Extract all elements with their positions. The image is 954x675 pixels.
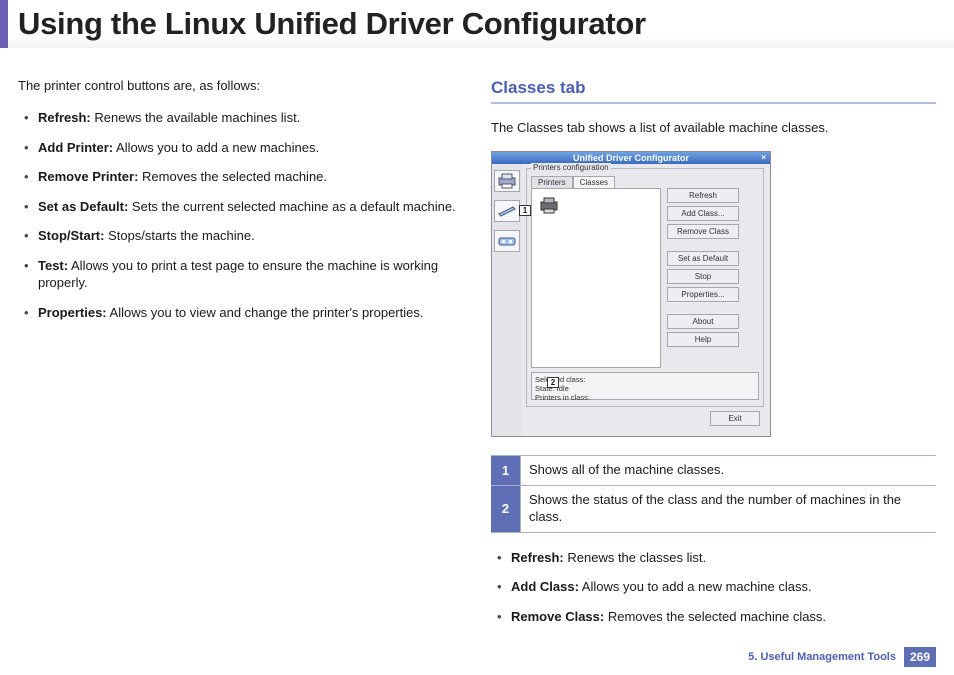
term: Refresh: [38,110,91,125]
status-line: Printers in class: [535,393,755,402]
printers-config-group: Printers configuration Printers Classes [526,168,764,407]
about-button[interactable]: About [667,314,739,329]
sidebar-icons [492,164,522,436]
list-item: Add Class: Allows you to add a new machi… [491,578,936,596]
desc: Sets the current selected machine as a d… [128,199,455,214]
left-intro: The printer control buttons are, as foll… [18,78,463,93]
list-item: Remove Printer: Removes the selected mac… [18,168,463,186]
properties-button[interactable]: Properties... [667,287,739,302]
classes-intro: The Classes tab shows a list of availabl… [491,120,936,135]
group-legend: Printers configuration [531,163,611,172]
main-pane: Printers configuration Printers Classes [522,164,770,436]
list-item: Test: Allows you to print a test page to… [18,257,463,292]
class-item-icon [538,195,560,217]
term: Set as Default: [38,199,128,214]
pane-row: Refresh Add Class... Remove Class Set as… [531,188,759,368]
desc: Removes the selected machine. [138,169,327,184]
printer-icon[interactable] [494,170,520,192]
tab-printers[interactable]: Printers [531,176,573,188]
desc: Allows you to view and change the printe… [107,305,424,320]
app-window: Unified Driver Configurator × [491,151,771,437]
list-item: Stop/Start: Stops/starts the machine. [18,227,463,245]
list-item: Refresh: Renews the available machines l… [18,109,463,127]
tabs-row: Printers Classes [531,176,759,188]
callout-table: 1 Shows all of the machine classes. 2 Sh… [491,455,936,533]
ports-icon[interactable] [494,230,520,252]
list-item: Remove Class: Removes the selected machi… [491,608,936,626]
page-title: Using the Linux Unified Driver Configura… [18,6,954,42]
table-row: 2 Shows the status of the class and the … [491,486,936,532]
table-num: 1 [491,456,521,485]
desc: Allows you to add a new machine class. [579,579,812,594]
term: Properties: [38,305,107,320]
desc: Renews the classes list. [564,550,706,565]
content-columns: The printer control buttons are, as foll… [0,48,954,637]
exit-row: Exit [526,407,764,430]
desc: Allows you to print a test page to ensur… [38,258,438,291]
refresh-button[interactable]: Refresh [667,188,739,203]
set-default-button[interactable]: Set as Default [667,251,739,266]
term: Add Class: [511,579,579,594]
help-button[interactable]: Help [667,332,739,347]
right-column: Classes tab The Classes tab shows a list… [491,78,936,637]
remove-class-button[interactable]: Remove Class [667,224,739,239]
term: Add Printer: [38,140,113,155]
page-number: 269 [904,647,936,667]
exit-button[interactable]: Exit [710,411,760,426]
page-header: Using the Linux Unified Driver Configura… [0,0,954,48]
button-column: Refresh Add Class... Remove Class Set as… [667,188,759,368]
left-column: The printer control buttons are, as foll… [18,78,463,637]
term: Refresh: [511,550,564,565]
callout-2: 2 [547,377,559,388]
stop-button[interactable]: Stop [667,269,739,284]
callout-1: 1 [519,205,531,216]
term: Stop/Start: [38,228,104,243]
table-row: 1 Shows all of the machine classes. [491,456,936,486]
list-item: Add Printer: Allows you to add a new mac… [18,139,463,157]
scanner-icon[interactable] [494,200,520,222]
chapter-label: 5. Useful Management Tools [748,651,896,663]
window-body: Printers configuration Printers Classes [492,164,770,436]
status-line: Selected class: [535,375,755,384]
list-item: Properties: Allows you to view and chang… [18,304,463,322]
tab-classes[interactable]: Classes [573,176,615,188]
table-num: 2 [491,486,521,532]
table-text: Shows the status of the class and the nu… [521,486,936,532]
desc: Stops/starts the machine. [104,228,254,243]
page-footer: 5. Useful Management Tools 269 [748,647,936,667]
classes-buttons-list: Refresh: Renews the classes list. Add Cl… [491,549,936,626]
table-text: Shows all of the machine classes. [521,456,936,485]
desc: Renews the available machines list. [91,110,301,125]
add-class-button[interactable]: Add Class... [667,206,739,221]
desc: Allows you to add a new machines. [113,140,319,155]
class-list-area[interactable] [531,188,661,368]
list-item: Refresh: Renews the classes list. [491,549,936,567]
desc: Removes the selected machine class. [604,609,826,624]
status-box: Selected class: State: Idle Printers in … [531,372,759,400]
list-item: Set as Default: Sets the current selecte… [18,198,463,216]
printer-buttons-list: Refresh: Renews the available machines l… [18,109,463,321]
term: Remove Class: [511,609,604,624]
term: Remove Printer: [38,169,138,184]
term: Test: [38,258,68,273]
classes-tab-heading: Classes tab [491,78,936,104]
status-line: State: Idle [535,384,755,393]
window-title: Unified Driver Configurator [573,153,689,163]
close-icon[interactable]: × [761,153,766,162]
configurator-screenshot: Unified Driver Configurator × [491,151,771,437]
